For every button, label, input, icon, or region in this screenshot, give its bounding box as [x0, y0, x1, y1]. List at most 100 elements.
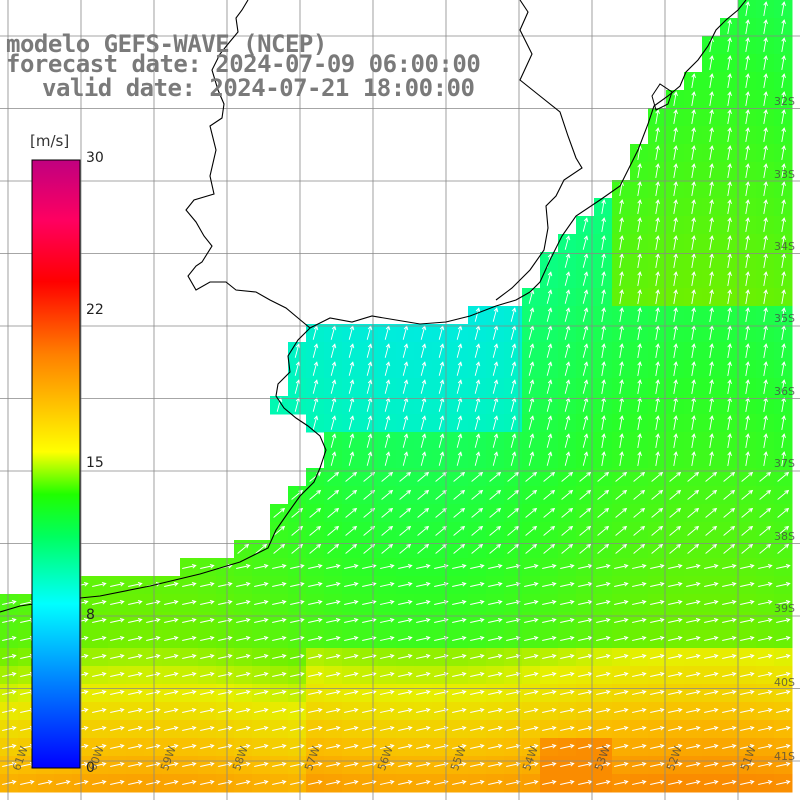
wind-arrow [614, 599, 629, 605]
wind-arrow [650, 743, 665, 749]
wind-arrow [582, 235, 589, 250]
wind-arrow [308, 725, 323, 731]
wind-arrow [655, 181, 660, 196]
wind-arrow [637, 451, 642, 466]
wind-arrow [564, 253, 571, 268]
wind-arrow [528, 415, 535, 430]
wind-arrow [704, 707, 719, 713]
wind-arrow [560, 563, 575, 569]
wind-arrow [308, 761, 323, 767]
wind-arrow [763, 415, 768, 430]
wind-arrow [254, 599, 269, 605]
wind-arrow [92, 671, 107, 677]
wind-arrow [2, 635, 17, 641]
wind-arrow [722, 761, 737, 767]
wind-arrow [781, 91, 786, 106]
wind-arrow [740, 563, 755, 569]
wind-arrow [709, 343, 714, 358]
wind-arrow [686, 707, 701, 713]
wind-arrow [524, 743, 539, 749]
wind-arrow [348, 415, 355, 430]
wind-arrow [615, 525, 628, 536]
wind-arrow [146, 779, 161, 785]
wind-arrow [380, 743, 395, 749]
wind-arrow [398, 689, 413, 695]
wind-arrow [669, 471, 682, 482]
wind-arrow [453, 543, 466, 554]
wind-arrow [470, 779, 485, 785]
wind-arrow [312, 343, 319, 358]
wind-arrow [560, 779, 575, 785]
wind-arrow [650, 689, 665, 695]
wind-arrow [452, 563, 467, 569]
wind-arrow [614, 671, 629, 677]
wind-arrow [146, 743, 161, 749]
wind-arrow [745, 145, 750, 160]
wind-arrow [456, 361, 463, 376]
wind-arrow [763, 55, 768, 70]
wind-arrow [615, 507, 628, 518]
wind-arrow [182, 671, 197, 677]
wind-arrow [308, 635, 323, 641]
wind-arrow [164, 779, 179, 785]
wind-arrow [510, 451, 517, 466]
wind-arrow [709, 361, 714, 376]
wind-arrow [596, 689, 611, 695]
wind-arrow [182, 707, 197, 713]
wind-arrow [651, 543, 664, 554]
wind-arrow [727, 199, 732, 214]
wind-arrow [254, 743, 269, 749]
wind-arrow [655, 361, 660, 376]
wind-arrow [92, 599, 107, 605]
wind-arrow [452, 617, 467, 623]
wind-arrow [416, 743, 431, 749]
wind-arrow [740, 635, 755, 641]
wind-arrow [579, 489, 592, 500]
wind-arrow [619, 361, 624, 376]
wind-arrow [709, 91, 714, 106]
wind-arrow [776, 689, 791, 695]
wind-arrow [488, 689, 503, 695]
wind-arrow [312, 361, 319, 376]
wind-arrow [308, 599, 323, 605]
wind-arrow [619, 253, 624, 268]
wind-arrow [416, 563, 431, 569]
wind-arrow [128, 707, 143, 713]
wind-arrow [745, 55, 750, 70]
wind-arrow [637, 415, 642, 430]
wind-arrow [740, 707, 755, 713]
wind-arrow [308, 671, 323, 677]
wind-arrow [254, 563, 269, 569]
wind-arrow [619, 271, 624, 286]
wind-arrow [164, 743, 179, 749]
wind-arrow [561, 471, 574, 482]
wind-arrow [380, 707, 395, 713]
wind-arrow [704, 725, 719, 731]
wind-arrow [510, 361, 517, 376]
wind-arrow [564, 289, 571, 304]
wind-arrow [416, 581, 431, 587]
wind-arrow [650, 779, 665, 785]
wind-arrow [655, 145, 660, 160]
wind-arrow [420, 433, 427, 448]
wind-arrow [745, 451, 750, 466]
wind-arrow [596, 761, 611, 767]
wind-arrow [92, 653, 107, 659]
wind-arrow [308, 707, 323, 713]
wind-arrow [2, 617, 17, 623]
wind-arrows [2, 1, 791, 785]
wind-arrow [601, 343, 606, 358]
wind-arrow [637, 253, 642, 268]
wind-arrow [492, 343, 499, 358]
wind-arrow [506, 599, 521, 605]
wind-arrow [709, 415, 714, 430]
wind-arrow [727, 253, 732, 268]
wind-arrow [632, 707, 647, 713]
wind-arrow [691, 451, 696, 466]
wind-arrow [236, 761, 251, 767]
wind-arrow [326, 617, 341, 623]
wind-arrow [673, 217, 678, 232]
wind-arrow [384, 343, 391, 358]
wind-arrow [366, 379, 373, 394]
